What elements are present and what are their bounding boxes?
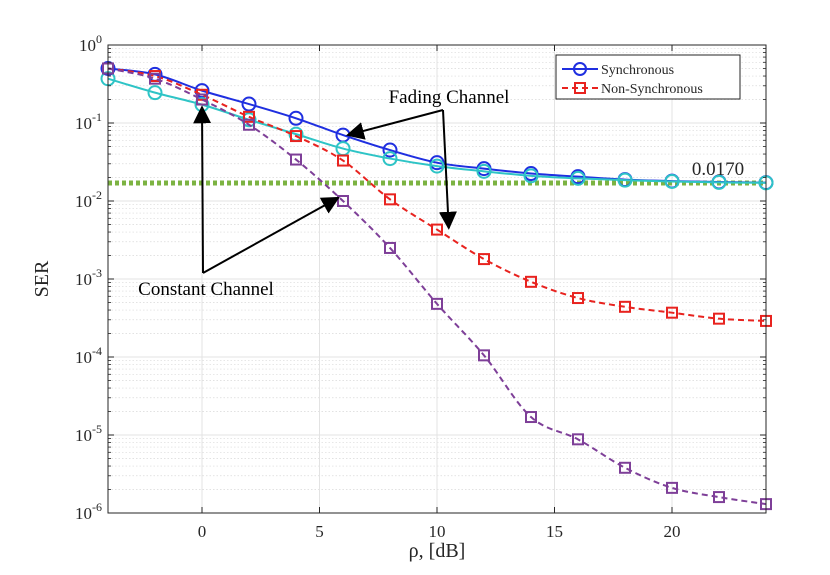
data-point — [337, 154, 349, 167]
y-tick-label: 10-3 — [75, 266, 102, 289]
series-line-4 — [107, 67, 767, 506]
annotation-arrow — [193, 105, 212, 274]
x-tick-label: 20 — [664, 522, 681, 541]
annotation-arrow — [345, 109, 444, 140]
data-point — [525, 275, 537, 288]
legend-nonsync-label: Non-Synchronous — [601, 82, 703, 97]
data-point — [290, 130, 302, 143]
ticks-layer: 100 10-1 10-2 10-3 10-4 10-5 10-6 0 5 10 15 20 — [75, 32, 766, 541]
data-point — [664, 173, 680, 189]
x-tick-label: 10 — [429, 522, 446, 541]
data-point — [290, 153, 302, 166]
data-point — [570, 170, 586, 186]
data-point — [476, 163, 492, 179]
data-point — [384, 193, 396, 206]
annotation-layer: 0.0170 Fading Channel Constant Channel — [138, 87, 744, 300]
series-line-3 — [107, 67, 767, 322]
data-point — [523, 168, 539, 184]
data-point — [711, 174, 727, 190]
data-point — [478, 253, 490, 266]
data-point — [617, 172, 633, 188]
data-point — [288, 110, 304, 126]
data-point — [243, 118, 255, 131]
data-point — [713, 491, 725, 504]
x-tick-label: 5 — [315, 522, 324, 541]
data-point — [196, 93, 208, 106]
legend-sync-label: Synchronous — [601, 63, 674, 78]
data-point — [619, 461, 631, 474]
data-point — [241, 96, 257, 112]
series-line-2 — [107, 77, 767, 184]
data-point — [619, 300, 631, 313]
y-tick-label: 10-4 — [75, 344, 102, 367]
legend-box — [555, 54, 741, 100]
annotation-label: Constant Channel — [138, 279, 274, 300]
y-tick-label: 10-6 — [75, 500, 102, 523]
y-tick-label: 100 — [79, 32, 102, 55]
y-tick-label: 10-5 — [75, 422, 102, 445]
data-point — [525, 411, 537, 424]
x-tick-label: 15 — [546, 522, 563, 541]
data-point — [382, 142, 398, 158]
data-point — [572, 292, 584, 305]
reference-line-label: 0.0170 — [692, 159, 744, 180]
data-point — [384, 241, 396, 254]
y-axis-label: SER — [31, 260, 53, 297]
y-tick-label: 10-1 — [75, 110, 102, 133]
data-point — [572, 433, 584, 446]
data-point — [431, 297, 443, 310]
data-point — [149, 72, 161, 85]
data-point — [478, 349, 490, 362]
annotation-arrow — [202, 196, 340, 274]
data-point — [666, 481, 678, 494]
data-point — [243, 110, 255, 123]
data-point — [666, 306, 678, 319]
x-tick-label: 0 — [198, 522, 207, 541]
data-point — [429, 158, 445, 174]
data-point — [147, 85, 163, 101]
x-axis-label: ρ, [dB] — [409, 540, 466, 562]
legend-sync-marker — [573, 62, 587, 76]
y-tick-label: 10-2 — [75, 188, 102, 211]
data-point — [713, 312, 725, 325]
legend: Synchronous Non-Synchronous — [555, 54, 741, 100]
annotation-arrow — [438, 109, 457, 230]
series-layer — [100, 60, 774, 511]
legend-nonsync-marker — [574, 82, 586, 94]
annotation-label: Fading Channel — [389, 87, 510, 108]
data-point — [382, 151, 398, 167]
